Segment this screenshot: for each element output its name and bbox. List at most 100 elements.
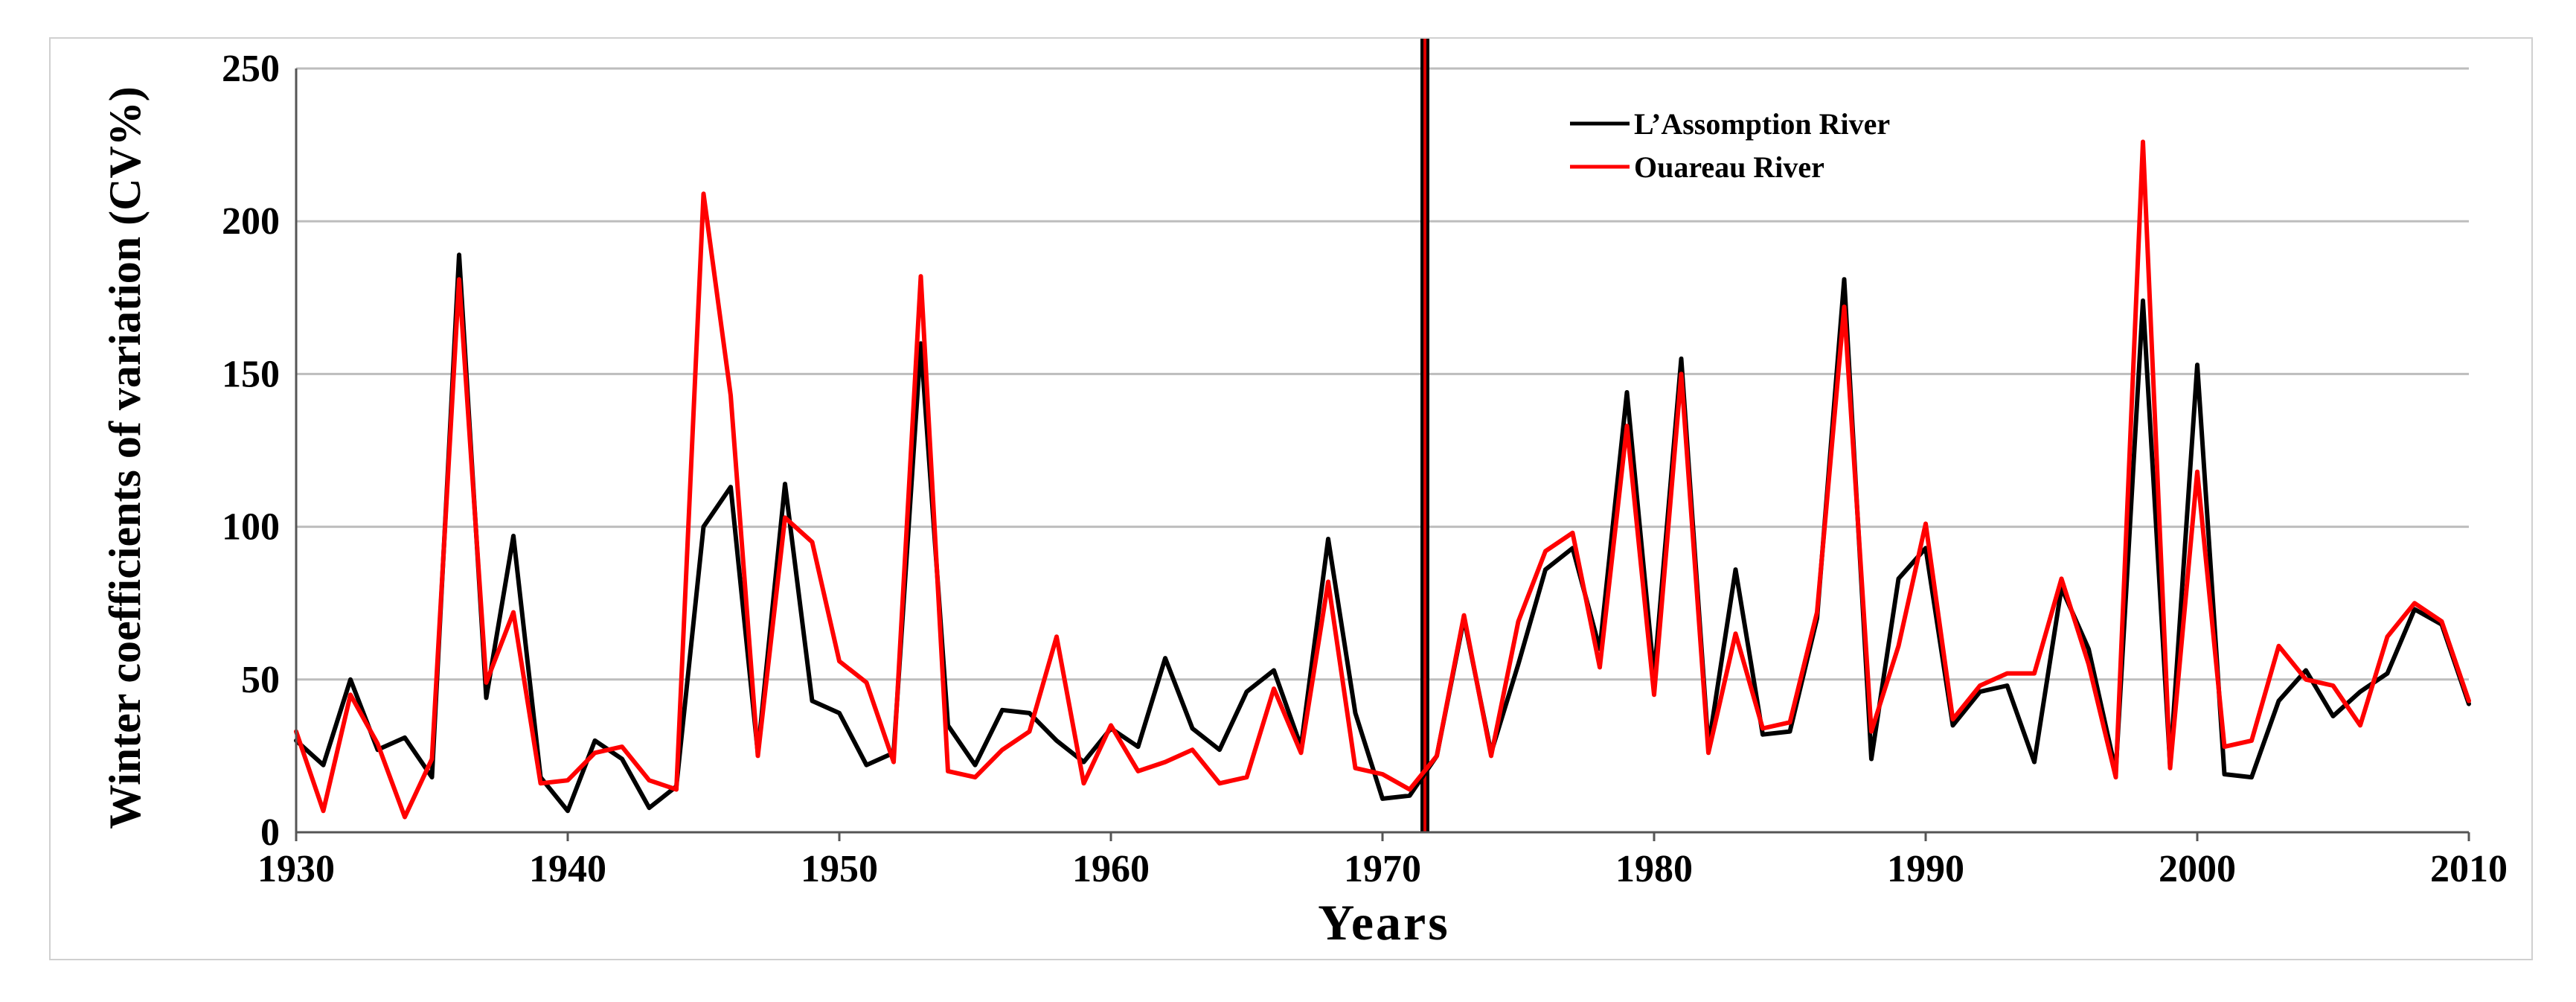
y-tick-labels: 0 50 100 150 200 250 xyxy=(222,48,280,854)
data-point-lassomption-1953 xyxy=(920,342,922,345)
x-axis-label: Years xyxy=(1318,894,1449,951)
data-point-lassomption-1981 xyxy=(1680,357,1682,360)
data-point-lassomption-1985 xyxy=(1789,730,1791,733)
data-point-lassomption-1957 xyxy=(1028,712,1031,715)
data-point-ouareau-2005 xyxy=(2332,684,2334,687)
x-tick-label-2010: 2010 xyxy=(2430,848,2508,890)
data-point-ouareau-1945 xyxy=(702,192,705,195)
series-line-ouareau xyxy=(294,139,2471,820)
y-tick-label-50: 50 xyxy=(241,659,280,701)
data-point-ouareau-1934 xyxy=(403,815,406,818)
x-tick-label-1940: 1940 xyxy=(529,848,606,890)
data-point-lassomption-1964 xyxy=(1218,748,1221,751)
x-tick-label-1970: 1970 xyxy=(1344,848,1421,890)
data-point-lassomption-1994 xyxy=(2033,761,2036,764)
data-point-ouareau-1979 xyxy=(1626,424,1628,427)
data-point-ouareau-1948 xyxy=(784,516,786,519)
data-point-ouareau-1993 xyxy=(2006,672,2008,675)
x-tick-labels: 1930 1940 1950 1960 1970 1980 1990 2000 2010 xyxy=(257,848,2508,890)
axes xyxy=(295,68,2470,841)
data-point-lassomption-1966 xyxy=(1272,668,1275,671)
data-point-lassomption-2003 xyxy=(2278,700,2280,703)
x-tick-label-1990: 1990 xyxy=(1887,848,1964,890)
x-tick-label-1930: 1930 xyxy=(257,848,335,890)
data-point-lassomption-1935 xyxy=(431,776,433,779)
data-point-ouareau-1997 xyxy=(2115,776,2117,779)
data-point-lassomption-1956 xyxy=(1001,709,1004,712)
data-point-ouareau-1966 xyxy=(1272,687,1275,690)
data-point-ouareau-1987 xyxy=(1843,305,1845,308)
data-point-ouareau-1962 xyxy=(1164,761,1167,764)
data-point-ouareau-1953 xyxy=(920,275,922,278)
data-point-lassomption-1942 xyxy=(621,758,624,761)
data-point-ouareau-1939 xyxy=(539,782,542,785)
data-point-ouareau-1949 xyxy=(811,540,813,543)
data-point-ouareau-1967 xyxy=(1300,751,1302,754)
y-tick-label-200: 200 xyxy=(222,200,280,243)
data-point-lassomption-2002 xyxy=(2250,776,2253,779)
data-point-ouareau-1989 xyxy=(1897,645,1900,648)
data-point-ouareau-1985 xyxy=(1789,721,1791,724)
y-tick-label-250: 250 xyxy=(222,48,280,90)
data-point-ouareau-1976 xyxy=(1544,549,1547,552)
data-point-lassomption-1983 xyxy=(1734,568,1737,571)
data-point-lassomption-1979 xyxy=(1626,391,1628,394)
data-point-lassomption-1998 xyxy=(2141,299,2144,302)
y-tick-label-0: 0 xyxy=(260,811,280,854)
data-point-ouareau-1960 xyxy=(1109,724,1112,727)
data-point-ouareau-2009 xyxy=(2441,620,2443,623)
data-point-ouareau-1983 xyxy=(1734,632,1737,635)
data-point-ouareau-1956 xyxy=(1001,748,1004,751)
data-point-ouareau-1972 xyxy=(1435,754,1438,757)
data-point-lassomption-1975 xyxy=(1517,663,1519,666)
data-point-ouareau-1965 xyxy=(1246,776,1248,779)
data-point-ouareau-1977 xyxy=(1571,532,1574,534)
data-point-lassomption-1934 xyxy=(403,736,406,739)
data-point-ouareau-1994 xyxy=(2033,672,2036,675)
data-point-lassomption-1945 xyxy=(702,526,705,529)
legend: L’Assomption River Ouareau River xyxy=(1570,107,1890,184)
data-point-lassomption-1943 xyxy=(648,806,650,809)
data-point-lassomption-1948 xyxy=(784,482,786,485)
data-point-ouareau-2003 xyxy=(2278,645,2280,648)
data-point-lassomption-1971 xyxy=(1409,794,1411,797)
data-point-lassomption-1968 xyxy=(1327,537,1330,540)
data-point-ouareau-1954 xyxy=(946,770,949,773)
data-point-ouareau-1998 xyxy=(2141,140,2144,143)
data-point-ouareau-1969 xyxy=(1354,767,1356,770)
data-point-ouareau-1951 xyxy=(865,681,868,684)
data-point-ouareau-1932 xyxy=(349,693,352,696)
data-point-lassomption-1941 xyxy=(594,739,596,742)
data-point-ouareau-1941 xyxy=(594,751,596,754)
data-point-ouareau-1933 xyxy=(377,742,379,745)
data-point-ouareau-1992 xyxy=(1979,684,1981,687)
data-point-ouareau-2007 xyxy=(2386,635,2388,638)
x-tick-label-1980: 1980 xyxy=(1615,848,1693,890)
data-point-ouareau-1995 xyxy=(2060,577,2063,580)
data-point-lassomption-1955 xyxy=(974,764,976,767)
data-point-ouareau-2001 xyxy=(2223,745,2226,748)
data-point-ouareau-1971 xyxy=(1409,788,1411,791)
data-point-lassomption-2004 xyxy=(2304,668,2307,671)
data-point-lassomption-1987 xyxy=(1843,278,1845,281)
data-point-lassomption-2005 xyxy=(2332,715,2334,718)
data-point-lassomption-2006 xyxy=(2359,690,2362,693)
data-point-ouareau-2006 xyxy=(2359,724,2362,727)
data-point-ouareau-1938 xyxy=(512,611,515,614)
data-point-ouareau-1957 xyxy=(1028,730,1031,733)
data-point-lassomption-1988 xyxy=(1870,758,1873,761)
series-line-lassomption xyxy=(294,252,2471,814)
data-point-ouareau-2002 xyxy=(2250,739,2253,742)
y-tick-label-150: 150 xyxy=(222,353,280,395)
data-point-ouareau-1968 xyxy=(1327,580,1330,583)
data-point-lassomption-1970 xyxy=(1381,797,1384,800)
data-point-ouareau-1931 xyxy=(322,809,324,812)
data-point-ouareau-2004 xyxy=(2304,678,2307,681)
data-point-lassomption-1977 xyxy=(1571,546,1574,549)
data-point-ouareau-1996 xyxy=(2087,663,2090,666)
data-point-ouareau-1937 xyxy=(485,681,487,684)
data-point-lassomption-1965 xyxy=(1246,690,1248,693)
data-point-ouareau-1988 xyxy=(1870,730,1873,733)
series-points-ouareau xyxy=(295,140,2470,818)
data-point-lassomption-1993 xyxy=(2006,684,2008,687)
